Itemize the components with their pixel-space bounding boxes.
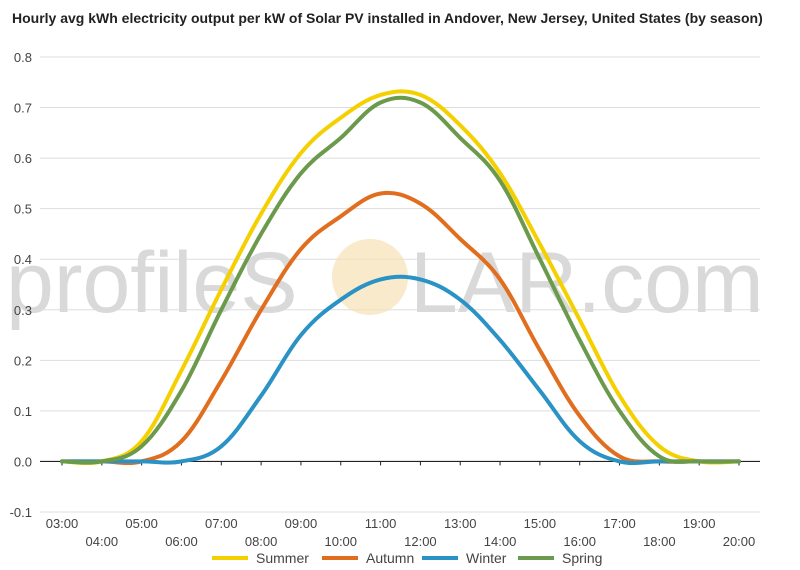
series-line-autumn (60, 190, 741, 466)
legend-item-summer[interactable]: Summer (212, 550, 309, 566)
watermark-sun-icon (332, 239, 408, 315)
x-tick-label: 13:00 (444, 516, 477, 531)
series-lines (60, 89, 741, 466)
grid-lines (40, 56, 760, 513)
legend-label: Winter (466, 550, 507, 566)
legend-label: Summer (256, 550, 309, 566)
y-tick-label: 0.0 (14, 454, 32, 469)
x-tick-label: 12:00 (404, 534, 437, 549)
legend-item-winter[interactable]: Winter (422, 550, 507, 566)
x-tick-label: 14:00 (484, 534, 517, 549)
x-tick-label: 18:00 (643, 534, 676, 549)
series-line-summer (60, 89, 741, 466)
legend-label: Spring (562, 550, 602, 566)
y-tick-label: 0.3 (14, 303, 32, 318)
x-tick-label: 03:00 (46, 516, 79, 531)
x-tick-label: 11:00 (365, 516, 397, 531)
series-line-spring (60, 95, 741, 465)
watermark-text-right: LAR.com (410, 235, 764, 331)
x-axis: 03:00 04:00 05:00 06:00 07:00 08:00 09:00 10:00… (46, 461, 756, 549)
x-tick-label: 04:00 (86, 534, 119, 549)
y-tick-label: 0.7 (14, 101, 32, 116)
y-tick-label: 0.4 (14, 252, 32, 267)
y-tick-label: -0.1 (10, 505, 32, 520)
x-tick-label: 16:00 (563, 534, 596, 549)
legend-label: Autumn (366, 550, 414, 566)
y-tick-label: 0.5 (14, 202, 32, 217)
series-line-winter (60, 274, 741, 466)
y-tick-label: 0.6 (14, 151, 32, 166)
legend: Summer Autumn Winter Spring (212, 550, 602, 566)
chart-title: Hourly avg kWh electricity output per kW… (12, 10, 763, 26)
watermark-text-left: profileS (6, 235, 298, 331)
x-tick-label: 05:00 (125, 516, 158, 531)
y-tick-label: 0.2 (14, 353, 32, 368)
watermark: profileS LAR.com (6, 235, 764, 331)
x-tick-label: 09:00 (285, 516, 318, 531)
y-axis: -0.1 0.0 0.1 0.2 0.3 0.4 0.5 0.6 0.7 0.8 (10, 50, 32, 520)
y-tick-label: 0.1 (14, 404, 32, 419)
x-tick-label: 19:00 (683, 516, 716, 531)
x-tick-label: 08:00 (245, 534, 278, 549)
y-tick-label: 0.8 (14, 50, 32, 65)
x-tick-label: 10:00 (324, 534, 357, 549)
x-tick-label: 17:00 (603, 516, 636, 531)
watermark-sun-glow-icon (332, 239, 408, 315)
x-tick-label: 07:00 (205, 516, 238, 531)
x-tick-label: 20:00 (723, 534, 756, 549)
x-tick-label: 15:00 (524, 516, 557, 531)
x-tick-label: 06:00 (165, 534, 198, 549)
legend-item-autumn[interactable]: Autumn (322, 550, 414, 566)
legend-item-spring[interactable]: Spring (518, 550, 602, 566)
